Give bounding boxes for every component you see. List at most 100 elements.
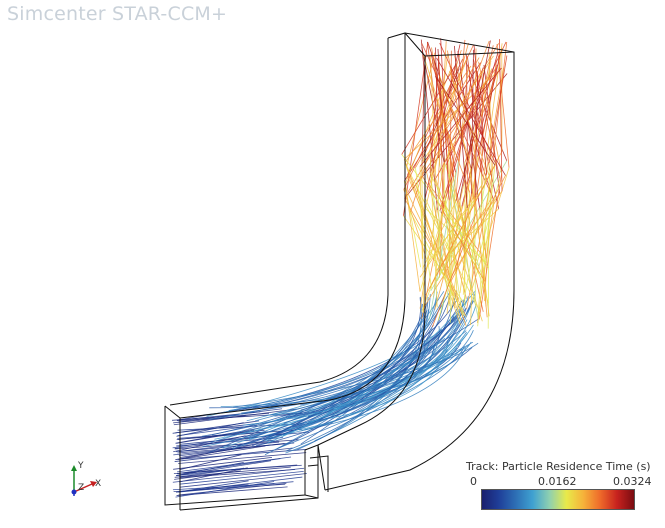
particle-track [415,184,462,321]
particle-track [407,192,467,317]
y-axis-label: Y [77,461,84,471]
particle-track [177,458,281,475]
app-title: Simcenter STAR-CCM+ [7,3,228,25]
particle-track [471,49,474,194]
particle-track [176,460,272,476]
x-axis-label: X [95,479,101,489]
particle-track [449,70,490,177]
particle-track [439,75,470,157]
particle-track [283,308,426,424]
particle-track [403,44,474,190]
particle-track [208,318,480,454]
particle-track [461,64,498,207]
axis-triad: Y Z X [71,461,101,496]
particle-track [437,186,442,274]
particle-track [415,57,480,169]
particle-track [172,420,260,434]
particle-track [435,178,483,322]
y-axis-arrow [71,465,77,471]
legend-mid-label: 0.0162 [538,475,577,488]
particle-track [422,157,451,281]
particle-track [466,207,478,270]
particle-track [421,42,493,197]
particle-track [442,68,493,165]
z-axis-label: Z [78,483,84,493]
particle-track [429,153,438,308]
particle-track [456,65,469,192]
particle-track [429,165,496,289]
particle-track [440,38,450,200]
particle-track [478,173,503,320]
legend-title: Track: Particle Residence Time (s) [466,460,651,473]
particle-track [242,304,477,426]
particle-track [175,468,243,477]
particle-track [429,58,468,154]
particle-track [292,290,458,428]
particle-track [474,71,479,198]
particle-track [429,61,440,173]
particle-track [178,481,294,493]
x-axis-arrow [90,481,97,487]
particle-track [447,40,490,152]
particle-track [407,43,500,193]
particle-track [482,43,503,185]
particle-track [179,441,280,452]
particle-track [261,328,442,409]
legend-colorbar [481,489,635,510]
particle-track [410,211,465,316]
particle-track [177,456,292,473]
particle-track [179,470,304,485]
particle-track [430,53,456,173]
particle-track [454,45,468,208]
particle-track [403,189,427,260]
particle-track [415,167,432,289]
particle-track [179,473,307,488]
particle-track [447,151,459,315]
particle-track [473,45,488,175]
particle-track [419,162,445,309]
particle-track [177,449,306,460]
particle-track [487,162,490,329]
legend-max-label: 0.0324 [613,475,652,488]
particle-track [228,298,437,411]
particle-track [427,41,472,169]
particle-track [442,164,452,297]
particle-track [176,412,307,422]
legend-min-label: 0 [470,475,477,488]
particle-track [488,55,508,164]
particle-track [303,348,467,431]
particle-track [423,55,455,155]
particle-track [467,56,482,173]
pipe-geometry-outline [164,32,515,511]
particle-track [440,73,483,214]
particle-track [430,55,437,180]
particle-track [178,452,307,464]
particle-track [434,176,472,310]
particle-track [421,67,425,176]
particle-track [436,57,506,176]
particle-track [176,429,255,444]
particle-track [425,208,487,264]
particle-track [178,480,249,493]
particle-track [468,156,490,317]
particle-track [477,162,496,327]
particle-track [175,481,275,498]
z-axis-point [71,489,77,495]
particle-track [429,160,459,320]
particle-track [483,67,504,188]
particle-track [429,42,469,186]
particle-track [174,466,291,478]
particle-track [463,174,488,301]
particle-track [499,39,503,192]
particle-track [463,45,494,186]
particle-track [421,162,424,313]
particle-track [279,339,432,433]
particle-track [449,200,451,323]
particle-track [437,41,447,187]
particle-track [241,348,449,414]
particle-track [433,208,444,267]
particle-track [431,213,477,328]
particle-track [173,408,297,426]
particle-track [233,342,479,408]
